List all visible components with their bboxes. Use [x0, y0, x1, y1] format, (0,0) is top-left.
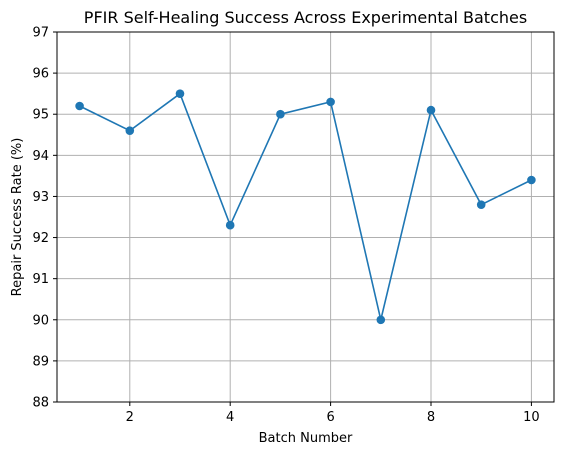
data-point: [276, 109, 285, 119]
y-tick-label: 95: [32, 108, 49, 123]
y-tick-label: 93: [32, 190, 49, 205]
x-tick-label: 4: [226, 410, 234, 425]
data-point: [476, 200, 486, 209]
x-tick-label: 2: [126, 410, 134, 425]
data-point: [75, 101, 84, 111]
series-line: [79, 92, 532, 320]
chart-title: PFIR Self-Healing Success Across Experim…: [84, 8, 527, 27]
y-tick-label: 96: [32, 67, 49, 82]
y-tick-label: 92: [32, 231, 49, 246]
data-point: [376, 315, 386, 325]
y-axis-title: Repair Success Rate (%): [10, 138, 25, 297]
y-tick-label: 97: [32, 26, 49, 41]
data-point: [125, 126, 135, 135]
data-point: [175, 89, 185, 98]
data-point: [527, 175, 536, 185]
data-point: [326, 97, 335, 107]
series-layer: [75, 89, 536, 325]
y-tick-label: 94: [32, 149, 49, 164]
y-tick-label: 90: [32, 313, 49, 328]
plot-frame: [56, 31, 555, 403]
x-tick-label: 6: [326, 410, 334, 425]
y-tick-label: 88: [32, 396, 49, 411]
x-tick-label: 8: [427, 410, 435, 425]
data-point: [426, 105, 436, 115]
x-axis-title: Batch Number: [259, 431, 353, 446]
y-axis: 88 89 90 91 92 93 94 95 96 97: [32, 26, 57, 411]
y-tick-label: 91: [32, 272, 49, 287]
x-tick-label: 10: [523, 410, 540, 425]
x-axis: 2 4 6 8 10: [126, 402, 540, 425]
y-tick-label: 89: [32, 354, 49, 369]
data-point: [225, 220, 235, 230]
